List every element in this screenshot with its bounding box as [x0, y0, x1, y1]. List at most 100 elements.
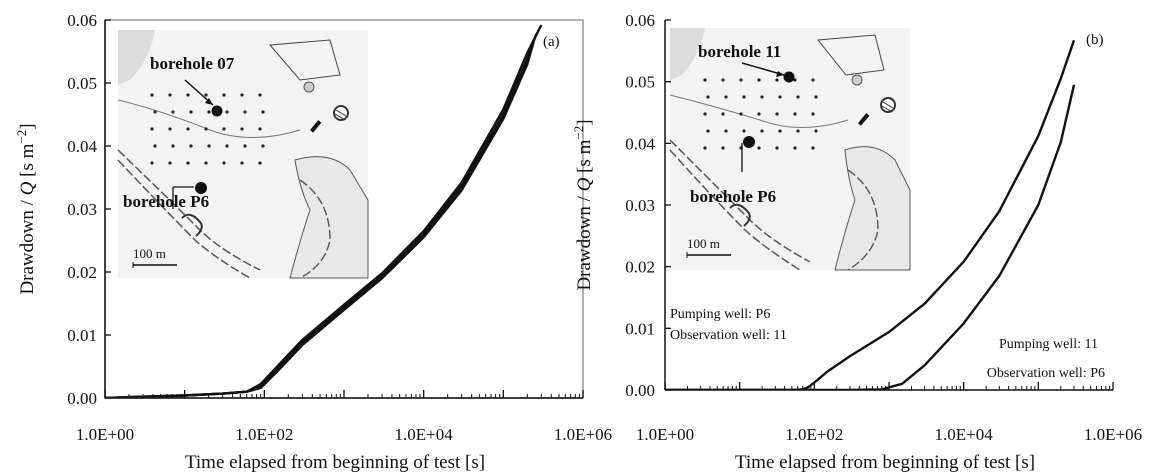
- inset-label-borehole-bottom-b: borehole P6: [690, 187, 776, 206]
- inset-well-dot: [742, 129, 746, 133]
- inset-well-dot: [811, 146, 815, 150]
- inset-well-dot: [703, 112, 707, 116]
- inset-well-dot: [760, 95, 764, 99]
- inset-well-dot: [186, 127, 190, 131]
- series-lines-a: [105, 24, 543, 398]
- inset-well-dot: [171, 144, 175, 148]
- inset-well-dot: [742, 95, 746, 99]
- series-line-a-3: [105, 41, 535, 398]
- inset-well-dot: [186, 93, 190, 97]
- inset-well-dot: [189, 110, 193, 114]
- inset-well-dot: [207, 110, 211, 114]
- inset-well-dot: [207, 144, 211, 148]
- inset-well-dot: [168, 161, 172, 165]
- chart-panel-b: borehole 11 borehole P6 100 m 0.00 0.01 0.…: [571, 11, 1142, 473]
- inset-well-dot: [703, 146, 707, 150]
- inset-well-dot: [168, 93, 172, 97]
- inset-well-dot: [168, 127, 172, 131]
- inset-well-dot: [153, 110, 157, 114]
- inset-well-dot: [150, 127, 154, 131]
- inset-scale-label-a: 100 m: [133, 246, 166, 261]
- inset-well-dot: [811, 112, 815, 116]
- inset-well-dot: [703, 78, 707, 82]
- inset-well-dot: [258, 93, 262, 97]
- inset-well-dot: [814, 129, 818, 133]
- inset-well-dot: [225, 144, 229, 148]
- inset-well-dot: [225, 110, 229, 114]
- inset-well-dot: [240, 161, 244, 165]
- y-axis-label-a: Drawdown / Q [s m−2]: [14, 123, 38, 294]
- x-axis-label-b: Time elapsed from beginning of test [s]: [735, 452, 1035, 473]
- y-tick-label: 0.05: [625, 73, 655, 92]
- inset-well-dot: [796, 95, 800, 99]
- x-tick-label: 1.0E+00: [636, 425, 694, 444]
- inset-well-dot: [775, 78, 779, 82]
- axis-ticks-b: 0.00 0.01 0.02 0.03 0.04 0.05 0.06 1.0E+00 1.0E+…: [625, 11, 1142, 444]
- y-tick-label: 0.06: [625, 11, 655, 30]
- x-tick-label: 1.0E+04: [935, 425, 994, 444]
- inset-well-dot: [796, 129, 800, 133]
- x-tick-label: 1.0E+02: [785, 425, 843, 444]
- inset-well-dot: [258, 127, 262, 131]
- x-tick-label: 1.0E+02: [235, 425, 293, 444]
- inset-label-borehole-top-b: borehole 11: [698, 42, 781, 61]
- inset-well-dot: [204, 161, 208, 165]
- inset-well-dot: [261, 110, 265, 114]
- panel-label-b: (b): [1086, 32, 1104, 48]
- y-tick-label: 0.01: [625, 319, 655, 338]
- inset-map-a: borehole 07 borehole P6 100 m: [117, 30, 369, 279]
- inset-well-dot: [739, 78, 743, 82]
- inset-well-dot: [739, 112, 743, 116]
- y-axis-label-b: Drawdown / Q [s m−2]: [571, 119, 595, 290]
- inset-well-dot: [724, 129, 728, 133]
- chart-panel-a: borehole 07 borehole P6 100 m 0.000.010.…: [14, 11, 612, 473]
- inset-well-dot: [793, 78, 797, 82]
- x-tick-label: 1.0E+04: [395, 425, 454, 444]
- inset-well-dots-a: [150, 93, 265, 165]
- inset-well-dot: [258, 161, 262, 165]
- borehole-marker-p6-a: [195, 182, 207, 194]
- inset-well-dot: [757, 78, 761, 82]
- inset-well-dot: [778, 129, 782, 133]
- inset-well-dot: [757, 112, 761, 116]
- inset-well-dot: [775, 146, 779, 150]
- inset-well-dot: [760, 129, 764, 133]
- inset-well-dot: [150, 161, 154, 165]
- inset-well-dot: [793, 112, 797, 116]
- x-tick-label: 1.0E+00: [76, 425, 134, 444]
- inset-label-borehole-bottom-a: borehole P6: [123, 192, 209, 211]
- inset-well-dot: [240, 93, 244, 97]
- inset-well-dot: [243, 110, 247, 114]
- inset-well-dot: [778, 95, 782, 99]
- y-tick-label: 0.04: [625, 134, 655, 153]
- annotation-pumping-well-p6: Pumping well: P6: [670, 307, 770, 322]
- y-tick-label: 0.00: [625, 381, 655, 400]
- inset-well-dot: [240, 127, 244, 131]
- x-axis-label-a: Time elapsed from beginning of test [s]: [185, 452, 485, 473]
- inset-well-dot: [724, 95, 728, 99]
- y-tick-label: 0.01: [67, 326, 97, 345]
- inset-well-dot: [706, 95, 710, 99]
- inset-well-dot: [721, 112, 725, 116]
- inset-well-dot: [153, 144, 157, 148]
- inset-label-borehole-top-a: borehole 07: [150, 54, 235, 73]
- inset-well-dots-b: [703, 78, 818, 150]
- annotation-observation-well-p6: Observation well: P6: [987, 366, 1105, 381]
- inset-well-dot: [204, 127, 208, 131]
- inset-well-dot: [186, 161, 190, 165]
- inset-well-dot: [811, 78, 815, 82]
- inset-well-dot: [171, 110, 175, 114]
- x-tick-label: 1.0E+06: [1084, 425, 1142, 444]
- inset-well-dot: [706, 129, 710, 133]
- y-tick-label: 0.00: [67, 389, 97, 408]
- inset-map-b: borehole 11 borehole P6 100 m: [669, 28, 911, 271]
- inset-well-dot: [222, 127, 226, 131]
- inset-well-dot: [261, 144, 265, 148]
- panel-label-a: (a): [543, 34, 560, 50]
- inset-well-dot: [775, 112, 779, 116]
- inset-well-dot: [757, 146, 761, 150]
- inset-well-dot: [721, 78, 725, 82]
- inset-well-dot: [222, 161, 226, 165]
- y-tick-label: 0.03: [625, 196, 655, 215]
